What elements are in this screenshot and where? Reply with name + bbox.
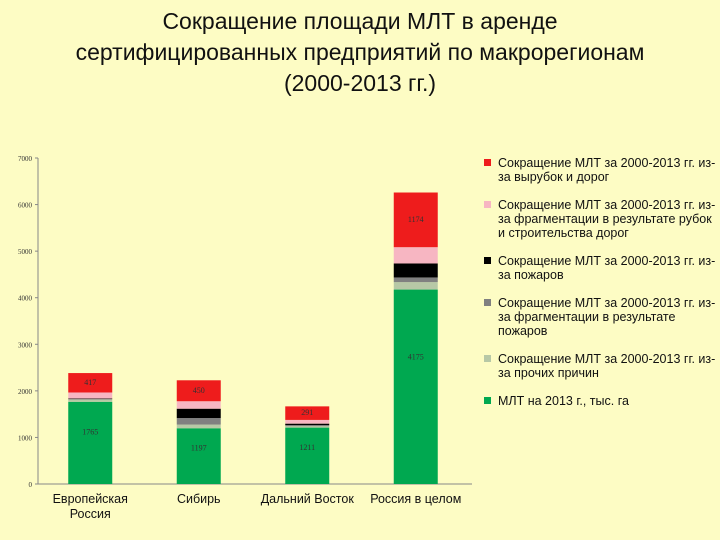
- bar-segment: [68, 401, 113, 484]
- bar-segment: [393, 277, 438, 283]
- legend-swatch: [484, 299, 491, 306]
- data-label: 4175: [408, 353, 424, 362]
- bar-segment: [176, 380, 221, 402]
- legend-label: Сокращение МЛТ за 2000-2013 гг. из-за вы…: [498, 156, 716, 184]
- y-tick-label: 4000: [18, 295, 33, 303]
- legend-item: Сокращение МЛТ за 2000-2013 гг. из-за фр…: [484, 296, 718, 338]
- bar-segment: [285, 425, 330, 427]
- bar-segment: [285, 426, 330, 428]
- bar-segment: [285, 427, 330, 484]
- y-tick-label: 5000: [18, 248, 33, 256]
- bar-segment: [68, 392, 113, 399]
- legend-swatch: [484, 201, 491, 208]
- data-label: 1197: [191, 444, 207, 453]
- legend-item: МЛТ на 2013 г., тыс. га: [484, 394, 718, 408]
- legend-item: Сокращение МЛТ за 2000-2013 гг. из-за фр…: [484, 198, 718, 240]
- legend-swatch: [484, 257, 491, 264]
- bar-segment: [285, 419, 330, 424]
- legend-label: Сокращение МЛТ за 2000-2013 гг. из-за фр…: [498, 296, 716, 338]
- bar-segment: [176, 401, 221, 409]
- y-tick-label: 0: [29, 481, 33, 489]
- legend-swatch: [484, 355, 491, 362]
- y-tick-label: 1000: [18, 434, 33, 442]
- data-label: 417: [84, 378, 96, 387]
- legend-label: Сокращение МЛТ за 2000-2013 гг. из-за пр…: [498, 352, 716, 380]
- bar-segment: [176, 418, 221, 425]
- bar-segment: [393, 192, 438, 248]
- bar-segment: [393, 289, 438, 484]
- y-tick-label: 2000: [18, 388, 33, 396]
- x-category-label: Россия в целом: [370, 492, 461, 506]
- legend-label: Сокращение МЛТ за 2000-2013 гг. из-за фр…: [498, 198, 716, 240]
- data-label: 1765: [82, 428, 98, 437]
- y-tick-label: 3000: [18, 341, 33, 349]
- bar-segment: [393, 263, 438, 278]
- chart-plot: 0 1000 2000 3000 4000 5000 6000 7000 1765 417 Евро…: [18, 155, 472, 521]
- chart-title: Сокращение площади МЛТ в аренде сертифиц…: [75, 8, 645, 96]
- bar-segment: [68, 373, 113, 393]
- bar-segment: [285, 406, 330, 420]
- legend-swatch: [484, 159, 491, 166]
- x-category-label: Европейская Россия: [53, 492, 128, 521]
- legend-swatch: [484, 397, 491, 404]
- bar-segment: [68, 399, 113, 402]
- bar-segment: [393, 247, 438, 264]
- legend-item: Сокращение МЛТ за 2000-2013 гг. из-за вы…: [484, 156, 718, 184]
- y-tick-label: 6000: [18, 202, 33, 210]
- bar-segment: [285, 423, 330, 426]
- x-category-label: Дальний Восток: [261, 492, 355, 506]
- bar-segment: [393, 282, 438, 290]
- data-label: 450: [193, 386, 205, 395]
- bar-segment: [176, 424, 221, 429]
- data-label: 291: [301, 408, 313, 417]
- legend-label: Сокращение МЛТ за 2000-2013 гг. из-за по…: [498, 254, 716, 282]
- data-label: 1174: [408, 215, 424, 224]
- chart-legend: Сокращение МЛТ за 2000-2013 гг. из-за вы…: [484, 156, 718, 422]
- y-tick-label: 7000: [18, 155, 33, 163]
- legend-item: Сокращение МЛТ за 2000-2013 гг. из-за пр…: [484, 352, 718, 380]
- bar-segment: [176, 408, 221, 419]
- legend-item: Сокращение МЛТ за 2000-2013 гг. из-за по…: [484, 254, 718, 282]
- bar-segment: [176, 428, 221, 484]
- data-label: 1211: [299, 443, 315, 452]
- legend-label: МЛТ на 2013 г., тыс. га: [498, 394, 629, 408]
- x-category-label: Сибирь: [177, 492, 221, 506]
